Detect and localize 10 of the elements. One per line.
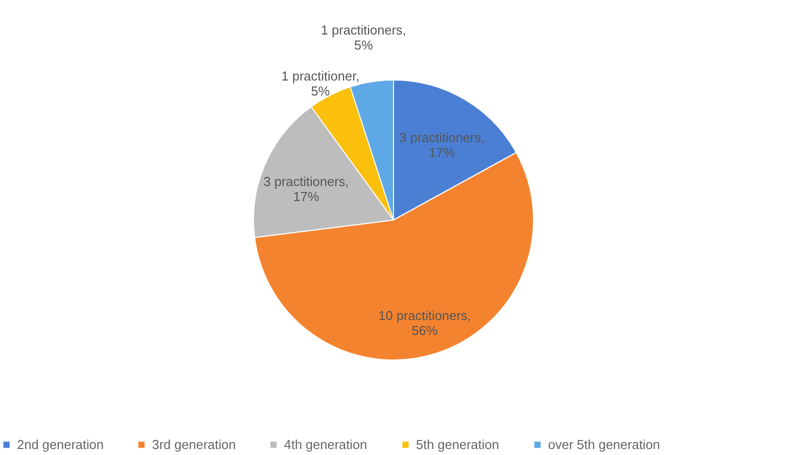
legend-label: 5th generation <box>416 436 500 452</box>
data-label: 1 practitioners, 5% <box>320 22 406 53</box>
data-label: 3 practitioners, 17% <box>263 174 349 204</box>
legend-label: over 5th generation <box>548 436 660 452</box>
data-label: 3 practitioners, 17% <box>399 130 485 160</box>
legend-label: 4th generation <box>284 436 368 452</box>
legend-label: 2nd generation <box>17 436 104 452</box>
data-label: 10 practitioners, 56% <box>378 308 471 338</box>
data-label: 1 practitioner, 5% <box>281 68 360 99</box>
legend-label: 3rd generation <box>152 436 236 452</box>
